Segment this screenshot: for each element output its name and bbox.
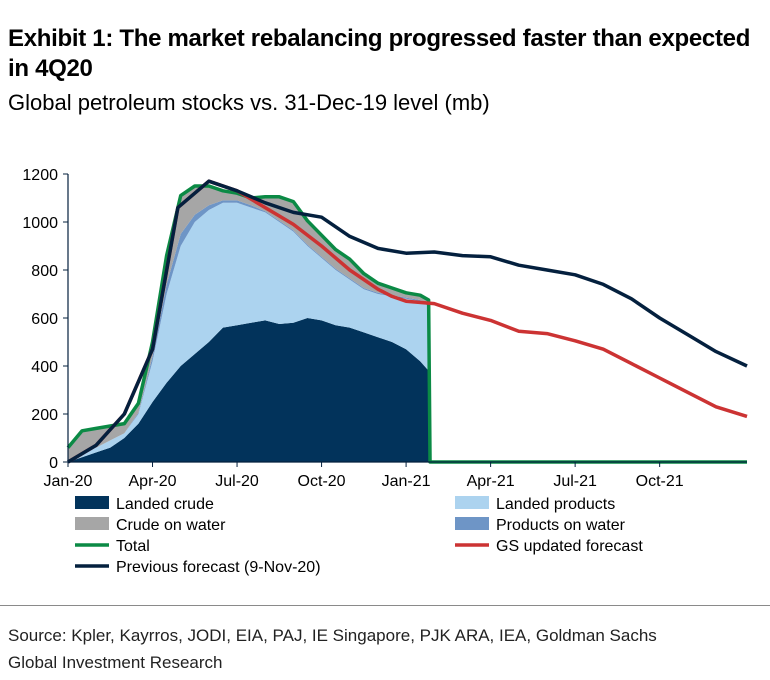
legend-swatch <box>455 517 489 530</box>
y-tick-label: 200 <box>31 407 58 424</box>
legend-swatch <box>75 496 109 509</box>
y-tick-label: 0 <box>49 455 58 472</box>
line-total <box>66 184 747 464</box>
x-tick-label: Apr-21 <box>467 473 515 490</box>
x-tick-label: Oct-20 <box>298 473 346 490</box>
legend-swatch <box>455 496 489 509</box>
divider <box>0 605 770 606</box>
legend-label: Landed products <box>496 496 615 513</box>
x-tick-label: Jan-21 <box>382 473 431 490</box>
legend-label: Previous forecast (9-Nov-20) <box>116 559 321 576</box>
legend-label: Landed crude <box>116 496 214 513</box>
legend-label: Crude on water <box>116 517 226 534</box>
x-tick-label: Jul-21 <box>553 473 597 490</box>
area-landed-crude <box>68 318 429 462</box>
line-previous-forecast-9-nov-20- <box>67 179 748 464</box>
legend-swatch <box>75 517 109 530</box>
legend-label: Products on water <box>496 517 626 534</box>
area-landed-products <box>68 202 429 463</box>
source-note: Source: Kpler, Kayrros, JODI, EIA, PAJ, … <box>8 626 657 672</box>
y-tick-label: 400 <box>31 359 58 376</box>
y-tick-label: 1000 <box>22 215 58 232</box>
y-tick-label: 1200 <box>22 167 58 184</box>
y-tick-label: 800 <box>31 263 58 280</box>
area-crude-on-water <box>68 186 429 462</box>
x-tick-label: Jul-20 <box>215 473 259 490</box>
chart-canvas: 0 200 400 600 800 1000 1200 Jan-20 Apr-20 Jul-20 O… <box>22 167 748 576</box>
y-tick-label: 600 <box>31 311 58 328</box>
x-tick-label: Oct-21 <box>636 473 684 490</box>
legend-label: Total <box>116 538 150 555</box>
chart-title: Exhibit 1: The market rebalancing progre… <box>8 25 751 82</box>
chart-subtitle: Global petroleum stocks vs. 31-Dec-19 le… <box>8 90 490 115</box>
legend-label: GS updated forecast <box>496 538 643 555</box>
x-tick-label: Apr-20 <box>129 473 177 490</box>
x-tick-label: Jan-20 <box>44 473 93 490</box>
